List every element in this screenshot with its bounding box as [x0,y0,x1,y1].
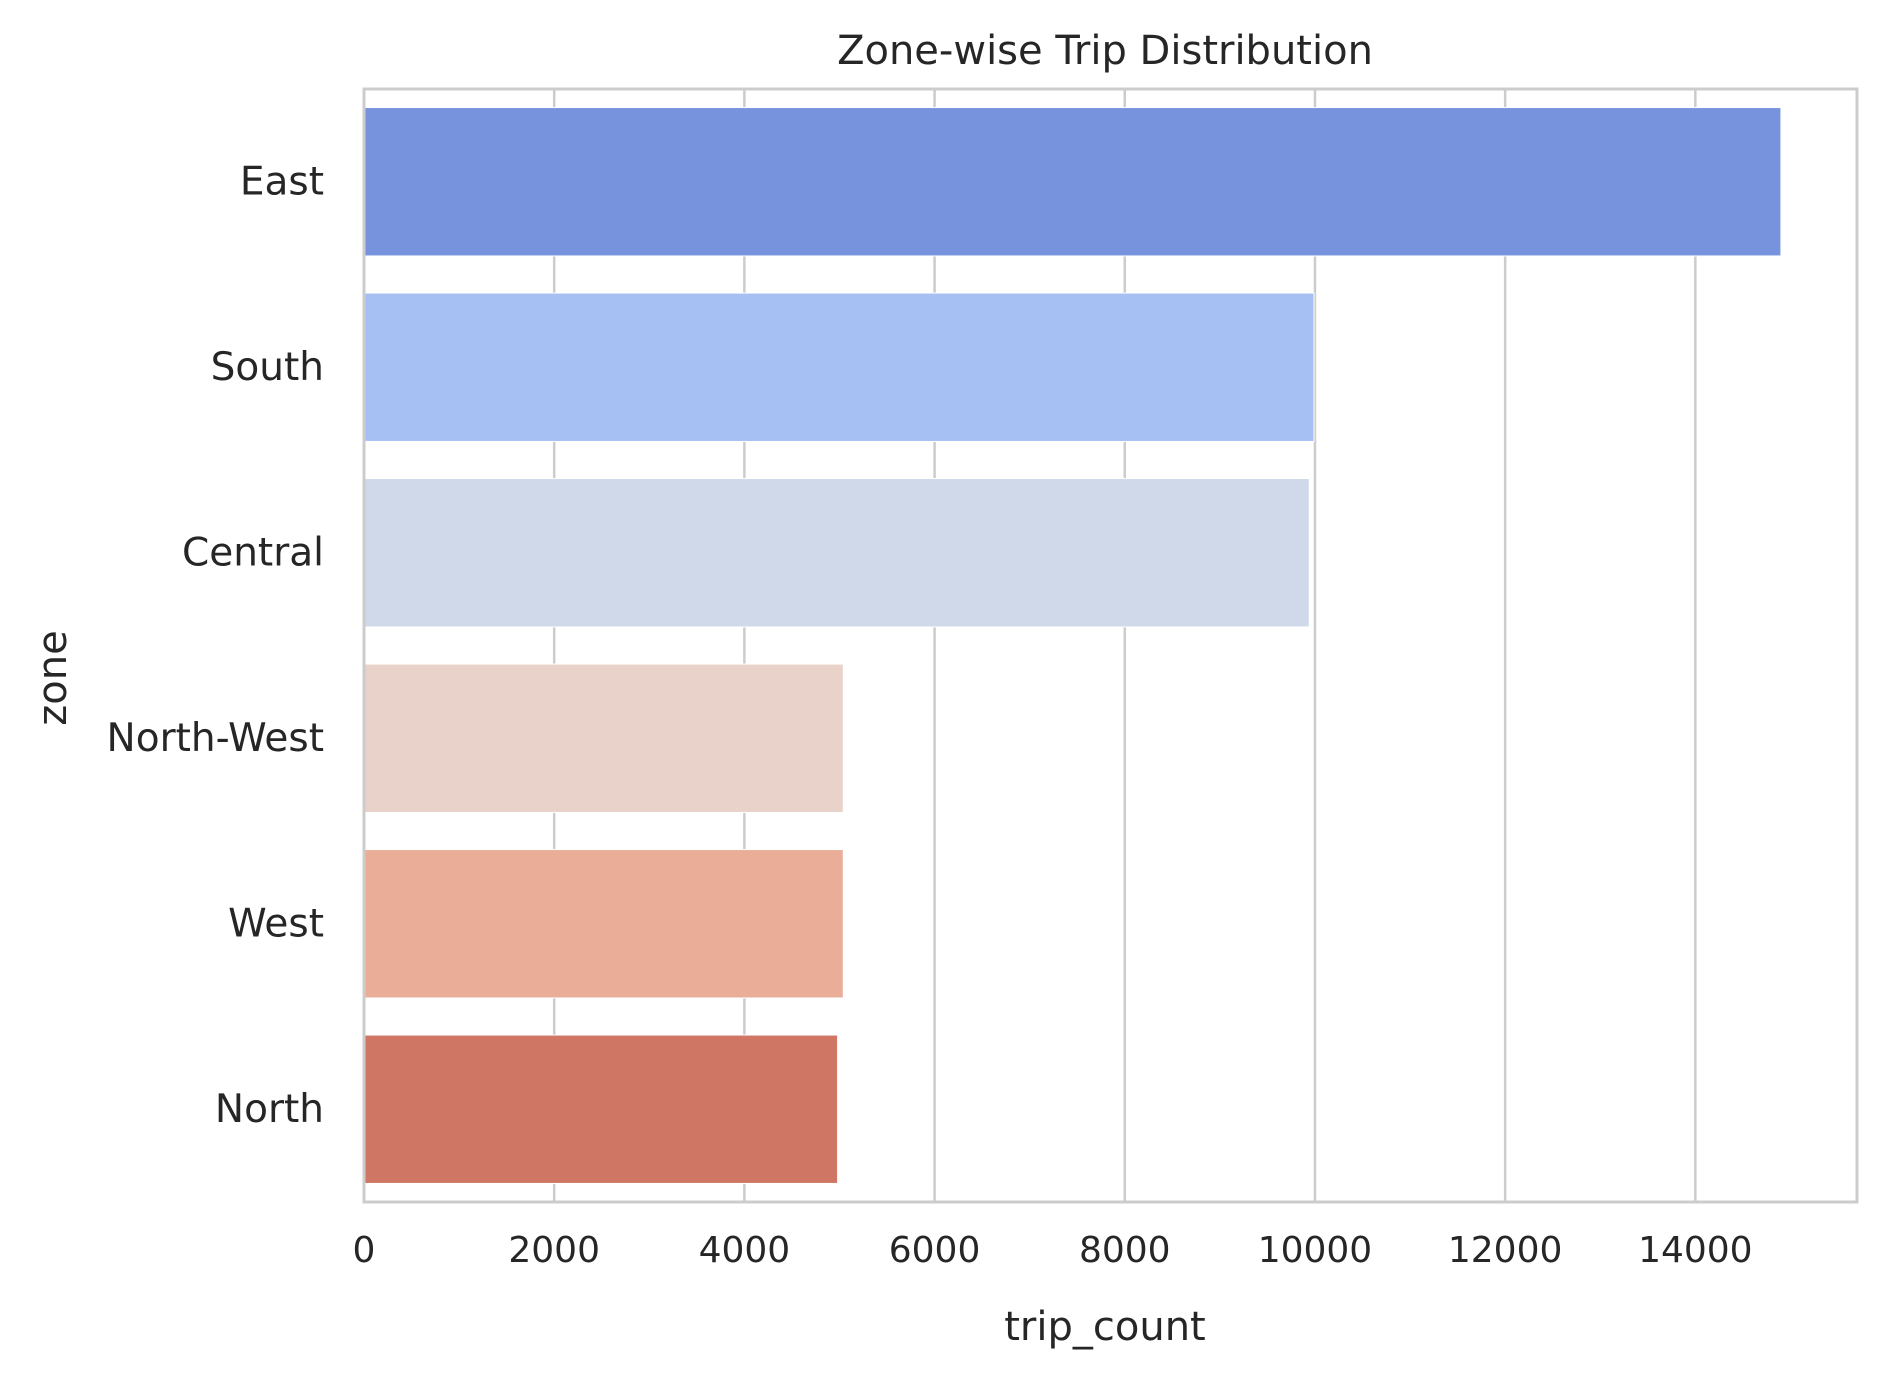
x-tick-label: 12000 [1448,1230,1563,1271]
x-tick-label: 0 [353,1230,376,1271]
x-tick-label: 8000 [1079,1230,1171,1271]
bar-west [363,849,844,999]
x-axis-label: trip_count [1004,1304,1205,1350]
bars [363,107,1782,1184]
x-tick-labels: 0 2000 4000 6000 8000 10000 12000 14000 [353,1230,1753,1271]
x-tick-label: 14000 [1638,1230,1753,1271]
y-tick-label: North-West [107,716,324,761]
y-tick-label: Central [182,530,324,575]
gridlines [362,89,1697,1202]
y-tick-labels: East South Central North-West West North [107,159,324,1132]
bar-east [363,107,1782,257]
x-tick-label: 4000 [699,1230,791,1271]
y-tick-label: South [211,345,324,390]
x-tick-label: 6000 [889,1230,981,1271]
y-tick-label: East [240,159,324,204]
bar-central [363,478,1310,628]
y-tick-label: West [228,901,324,946]
x-tick-label: 10000 [1258,1230,1373,1271]
chart-title: Zone-wise Trip Distribution [837,28,1373,74]
plot-frame [362,87,1859,1204]
x-tick-label: 2000 [508,1230,600,1271]
y-axis-label: zone [30,630,76,725]
bar-north-west [363,663,844,813]
bar-south [363,292,1315,442]
y-tick-label: North [215,1087,324,1132]
bar-north [363,1034,839,1184]
